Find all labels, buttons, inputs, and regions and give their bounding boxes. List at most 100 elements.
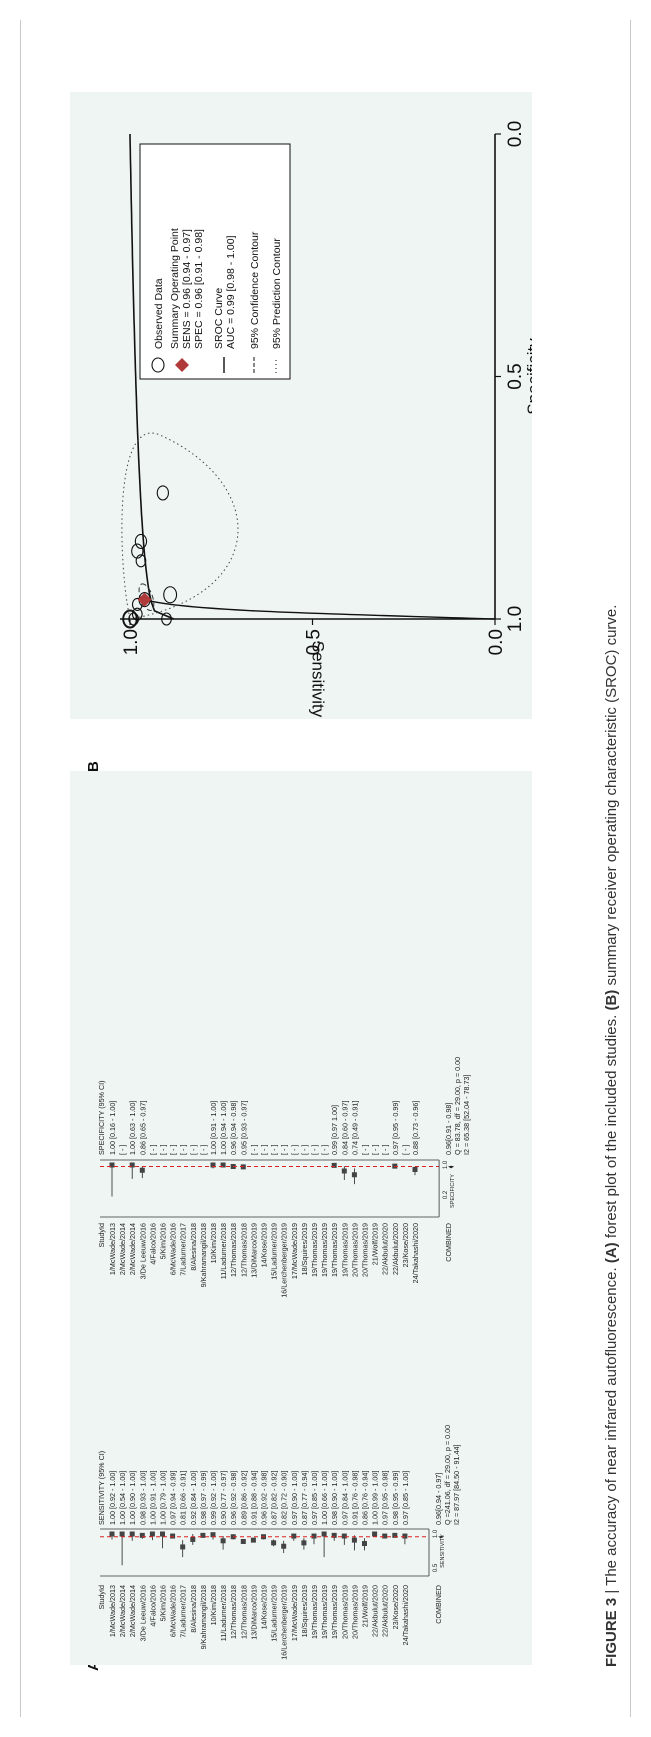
forest-spec-study-label: 7/Ladurner/2017 — [179, 1223, 188, 1276]
forest-sens-tick-label: 1.0 — [433, 1529, 439, 1538]
forest-spec-study-label: 16/Lerchenberger/2019 — [280, 1223, 289, 1298]
forest-sens-value: 0.96 [0.92 - 0.98] — [229, 1471, 238, 1525]
forest-spec-study-label: 19/Thomas/2019 — [310, 1223, 319, 1277]
forest-spec-value: 0.96 [0.94 - 0.98] — [229, 1101, 238, 1155]
forest-spec-value: 1.00 [0.63 - 1.00] — [128, 1101, 137, 1155]
forest-spec-study-label: 5/Kim/2016 — [159, 1223, 168, 1259]
forest-sens-value: 0.97 [0.94 - 0.99] — [169, 1471, 178, 1525]
forest-sens-point — [321, 1531, 327, 1537]
forest-sens-combined-diamond — [438, 1536, 444, 1539]
figure-caption: FIGURE 3 | The accuracy of near infrared… — [603, 27, 620, 1667]
forest-sens-value: 1.00 [0.66 - 1.00] — [320, 1471, 329, 1525]
forest-spec-value: 0.97 [0.95 - 0.99] — [391, 1101, 400, 1155]
forest-spec-study-label: 19/Thomas/2019 — [320, 1223, 329, 1277]
forest-spec-study-label: 4/Falco/2016 — [148, 1223, 157, 1265]
sroc-observed-point — [134, 533, 148, 549]
forest-spec-value: [ - ] — [361, 1145, 370, 1155]
forest-sens-study-label: 8/Alesina/2018 — [189, 1585, 198, 1633]
caption-text-2: forest plot of the included studies. — [603, 1010, 620, 1243]
caption-separator: | — [603, 1585, 620, 1598]
forest-spec-combined-value: 0.96[0.91 - 0.98] — [444, 1103, 453, 1155]
sroc-observed-point — [161, 612, 172, 626]
forest-spec-study-label: 22/Akbulut/2020 — [391, 1223, 400, 1275]
forest-spec-value: 0.74 [0.49 - 0.91] — [350, 1101, 359, 1155]
forest-sens-value: 0.82 [0.72 - 0.90] — [280, 1471, 289, 1525]
caption-text-1: The accuracy of near infrared autofluore… — [603, 1263, 620, 1586]
forest-spec-q-stat: Q = 83.78, df = 29.00, p = 0.00 — [453, 1057, 462, 1155]
forest-sens-study-label: 13/DiMarco/2019 — [249, 1585, 258, 1640]
forest-spec-study-label: 12/Thomas/2018 — [239, 1223, 248, 1277]
forest-sens-point — [271, 1540, 277, 1546]
forest-sens-value: 0.92 [0.84 - 1.00] — [189, 1471, 198, 1525]
forest-sens-value: 0.87 [0.82 - 0.92] — [270, 1471, 279, 1525]
sroc-legend-summary-label: Summary Operating Point — [169, 228, 181, 349]
forest-spec-study-label: 8/Alesina/2018 — [189, 1223, 198, 1271]
forest-spec-value: 0.86 [0.65 - 0.97] — [138, 1101, 147, 1155]
forest-sens-value: 0.97 [0.95 - 0.98] — [381, 1471, 390, 1525]
forest-sens-value: 1.00 [0.90 - 1.00] — [128, 1471, 137, 1525]
forest-sens-point — [402, 1533, 408, 1539]
forest-sens-tick-label: 0.5 — [433, 1563, 439, 1572]
sroc-legend-auc: AUC = 0.99 [0.98 - 1.00] — [225, 235, 237, 349]
forest-sens-value: 1.00 [0.92 - 1.00] — [108, 1471, 117, 1525]
sroc-observed-point — [135, 554, 147, 568]
sroc-observed-point — [156, 485, 169, 501]
forest-spec-value: 0.84 [0.60 - 0.97] — [340, 1101, 349, 1155]
forest-sens-study-label: 12/Thomas/2018 — [229, 1585, 238, 1639]
forest-spec-combined-label: COMBINED — [444, 1223, 453, 1262]
sroc-legend-spec: SPEC = 0.96 [0.91 - 0.98] — [193, 229, 205, 349]
forest-sens-point — [281, 1543, 287, 1549]
forest-spec-value: [ - ] — [118, 1145, 127, 1155]
forest-spec-value: 0.95 [0.93 - 0.97] — [239, 1101, 248, 1155]
forest-spec-axis-label: SPECIFICITY — [450, 1174, 456, 1208]
sroc-observed-point — [122, 609, 138, 629]
forest-sens-point — [301, 1540, 307, 1546]
forest-spec-value: [ - ] — [371, 1145, 380, 1155]
forest-sens-study-label: 2/McWade/2014 — [128, 1585, 137, 1637]
forest-sens-point — [351, 1537, 357, 1543]
caption-panel-b: (B) — [603, 989, 620, 1011]
forest-spec-value: [ - ] — [169, 1145, 178, 1155]
forest-spec-value: [ - ] — [381, 1145, 390, 1155]
sroc-observed-point — [123, 610, 137, 628]
forest-spec-study-label: 10/Kim/2018 — [209, 1223, 218, 1263]
forest-spec-tick-label: 0.2 — [443, 1190, 449, 1199]
forest-spec-study-label: 1/McWade/2013 — [108, 1223, 117, 1275]
forest-sens-value: 0.98 [0.93 - 1.00] — [138, 1471, 147, 1525]
forest-sens-value: 0.91 [0.88 - 0.94] — [249, 1471, 258, 1525]
forest-spec-study-label: 24/Takahashi/2020 — [411, 1223, 420, 1283]
forest-sens-study-label: 9/Kahramangil/2018 — [199, 1585, 208, 1649]
sroc-observed-point — [131, 607, 143, 621]
forest-sens-value: 1.00 [0.91 - 1.00] — [148, 1471, 157, 1525]
forest-spec-point — [341, 1168, 347, 1174]
forest-spec-study-label: 2/McWade/2014 — [118, 1223, 127, 1275]
forest-sens-value: 1.00 [0.79 - 1.00] — [159, 1471, 168, 1525]
forest-sens-point — [180, 1544, 186, 1550]
forest-spec-value: [ - ] — [280, 1145, 289, 1155]
forest-spec-study-label: 2/McWade/2014 — [128, 1223, 137, 1275]
forest-sens-header: SENSITIVITY (95% CI) — [97, 1451, 106, 1525]
forest-spec-value: [ - ] — [249, 1145, 258, 1155]
forest-spec-value: [ - ] — [260, 1145, 269, 1155]
forest-sens-study-label: 1/McWade/2013 — [108, 1585, 117, 1637]
forest-sens-study-label: 2/McWade/2014 — [118, 1585, 127, 1637]
forest-sens-point — [160, 1531, 165, 1537]
forest-spec-value: [ - ] — [189, 1145, 198, 1155]
caption-text-3: summary receiver operating characteristi… — [603, 604, 620, 990]
forest-spec-value: 1.00 [0.16 - 1.00] — [108, 1101, 117, 1155]
forest-spec-study-label: 23/Kose/2020 — [401, 1223, 410, 1267]
forest-sens-study-label: 19/Thomas/2019 — [310, 1585, 319, 1639]
sroc-observed-point — [131, 597, 143, 611]
forest-sens-value: 0.89 [0.86 - 0.92] — [239, 1471, 248, 1525]
forest-sens-study-label: 18/Squires/2019 — [300, 1585, 309, 1637]
forest-sens-value: 0.99 [0.92 - 1.00] — [209, 1471, 218, 1525]
forest-sens-value: 0.90 [0.77 - 0.97] — [219, 1471, 228, 1525]
sroc-legend-observed-label: Observed Data — [153, 278, 165, 349]
sroc-x-tick-label: 0.5 — [505, 363, 526, 389]
forest-sens-study-label: 21/Wolf/2019 — [361, 1585, 370, 1627]
forest-spec-study-label: 22/Akbulut/2020 — [381, 1223, 390, 1275]
forest-spec-value: 0.88 [0.73 - 0.96] — [411, 1101, 420, 1155]
forest-sens-point — [149, 1531, 155, 1537]
forest-sens-value: 0.98 [0.90 - 1.00] — [330, 1471, 339, 1525]
forest-spec-value: 1.00 [0.91 - 1.00] — [209, 1101, 218, 1155]
